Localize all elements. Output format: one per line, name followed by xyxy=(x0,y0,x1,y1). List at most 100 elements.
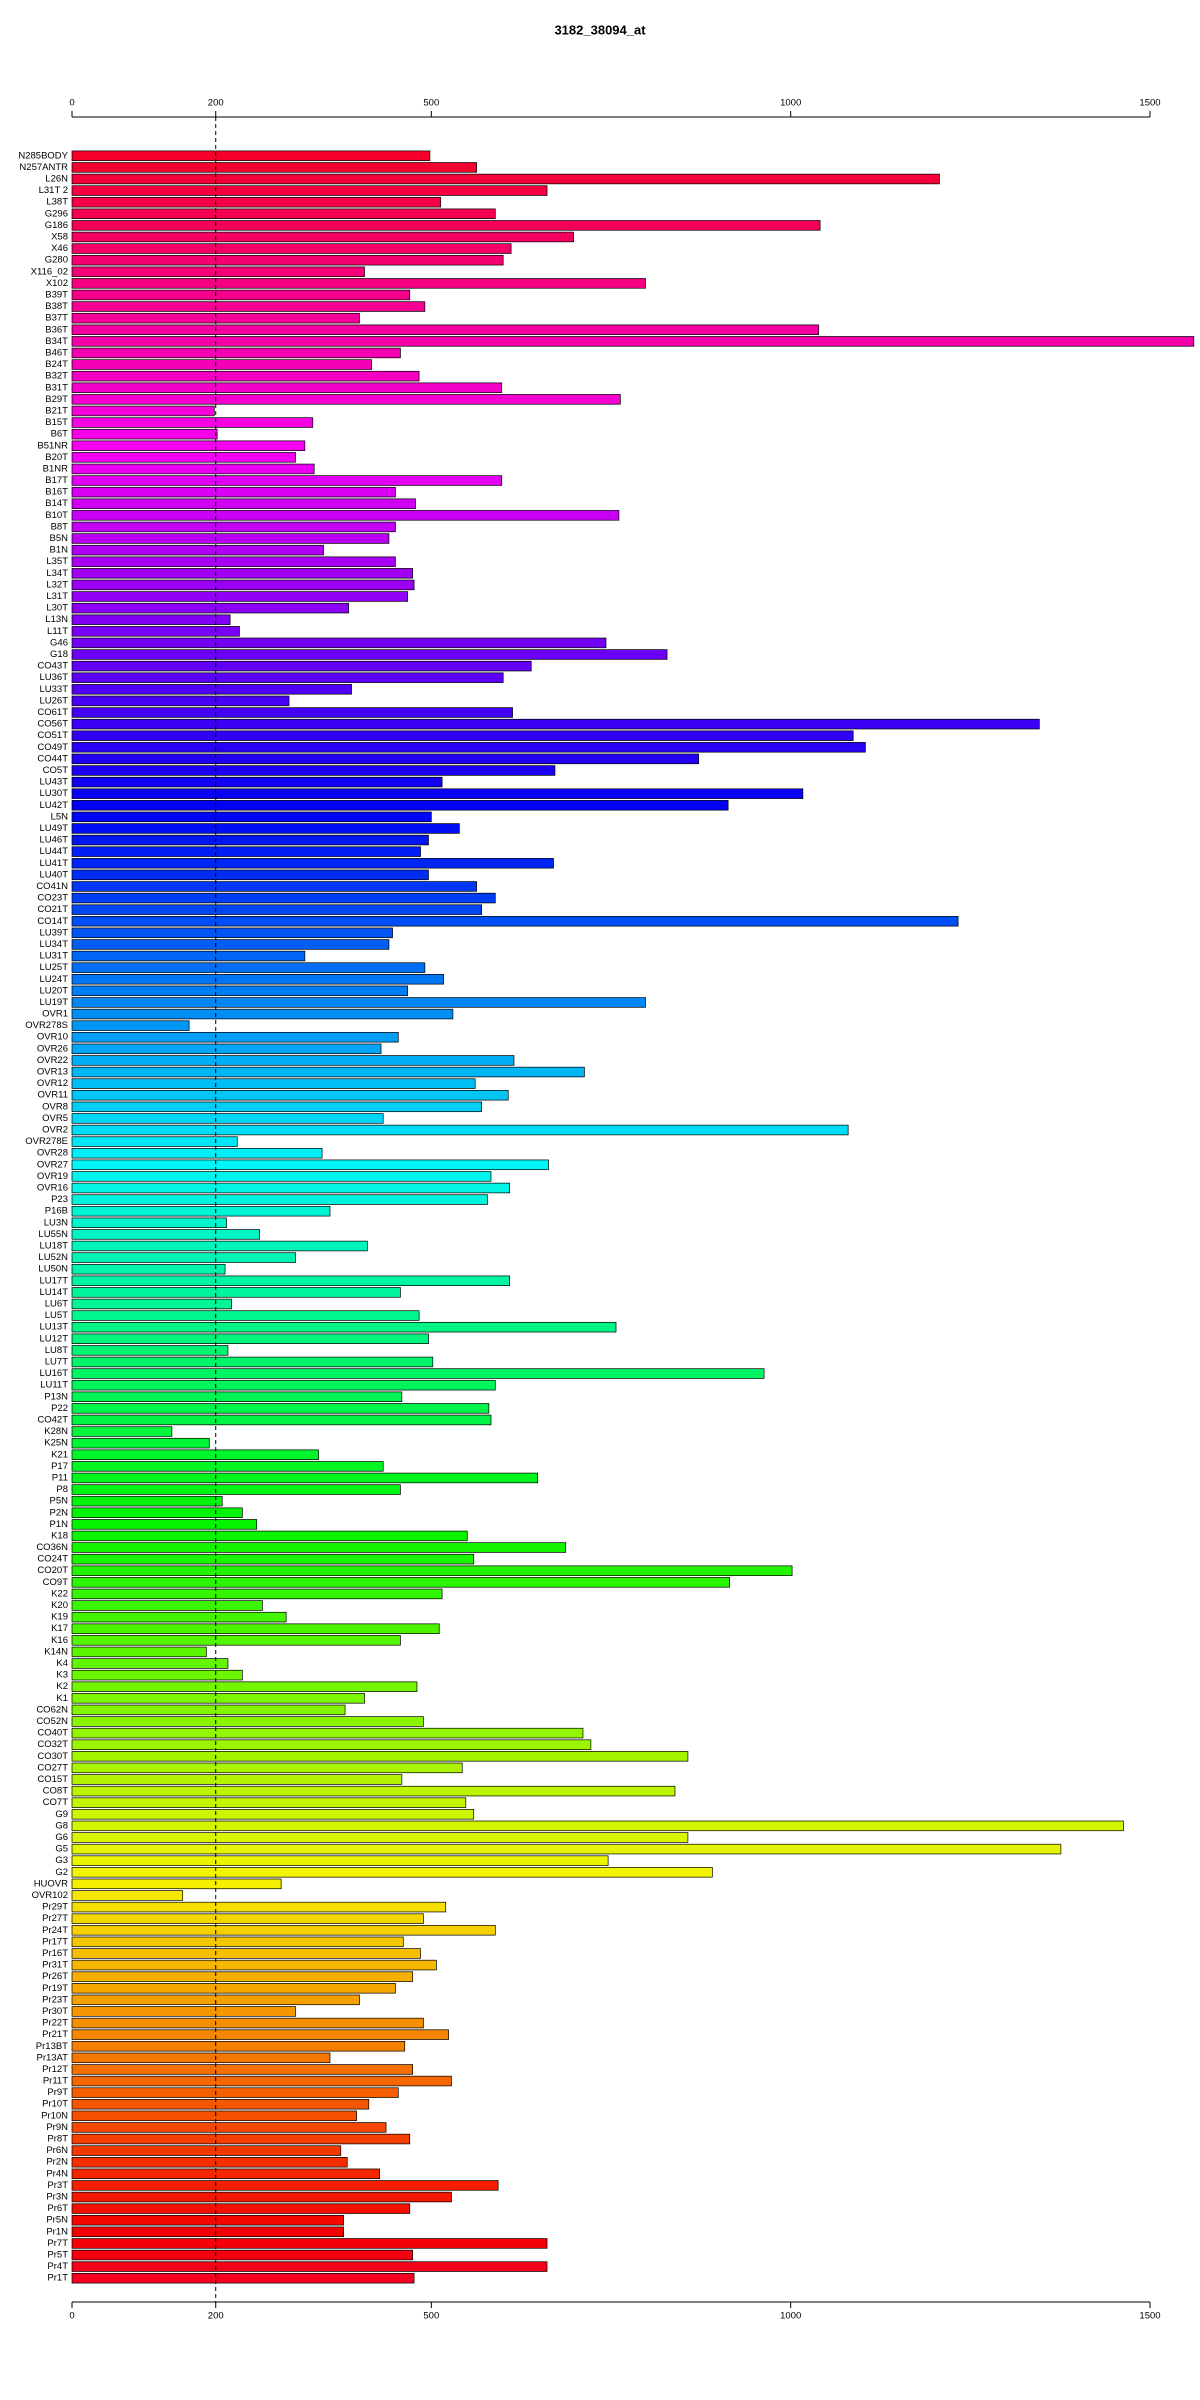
bar xyxy=(71,1785,676,1797)
bar xyxy=(71,2064,413,2075)
y-tick-label: LU34T xyxy=(39,939,68,950)
y-tick-label: CO21T xyxy=(37,904,68,915)
y-tick-label: B10T xyxy=(45,510,68,521)
y-tick-label: L31T xyxy=(46,591,68,602)
bar xyxy=(71,266,365,277)
y-tick-label: OVR278E xyxy=(25,1136,68,1147)
y-tick-label: P2N xyxy=(50,1507,69,1518)
y-tick-label: CO32T xyxy=(37,1739,68,1750)
y-tick-label: Pr9T xyxy=(47,2087,68,2098)
y-tick-label: L34T xyxy=(46,568,68,579)
bar xyxy=(71,1843,1062,1855)
chart-title: 3182_38094_at xyxy=(554,22,646,37)
y-tick-label: CO30T xyxy=(37,1751,68,1762)
bar xyxy=(71,1043,382,1055)
bar xyxy=(71,1240,368,1252)
y-tick-label: LU33T xyxy=(39,684,68,695)
y-tick-label: K17 xyxy=(51,1623,68,1634)
bar xyxy=(71,1681,418,1692)
bar xyxy=(71,1577,730,1588)
bar xyxy=(71,405,215,417)
y-tick-label: CO40T xyxy=(37,1728,68,1739)
bar xyxy=(71,1078,476,1089)
y-tick-label: K20 xyxy=(51,1600,68,1611)
bar xyxy=(71,2122,387,2133)
bar xyxy=(71,695,290,707)
y-tick-label: Pr3T xyxy=(47,2180,68,2191)
bar xyxy=(71,2191,452,2203)
bar xyxy=(71,1403,490,1414)
y-tick-label: Pr26T xyxy=(42,1971,68,1982)
y-tick-label: OVR22 xyxy=(37,1055,68,1066)
y-tick-label: CO9T xyxy=(43,1577,69,1588)
y-tick-label: P1N xyxy=(50,1519,69,1530)
y-tick-label: P17 xyxy=(51,1461,68,1472)
y-tick-label: LU18T xyxy=(39,1241,68,1252)
bar xyxy=(71,1484,401,1495)
y-tick-label: Pr11T xyxy=(43,2076,68,2087)
bar xyxy=(71,1055,515,1066)
y-tick-label: LU13T xyxy=(39,1322,68,1333)
y-tick-label: K14N xyxy=(44,1646,68,1657)
y-tick-label: B29T xyxy=(45,394,68,405)
y-tick-label: OVR5 xyxy=(42,1113,68,1124)
bar xyxy=(71,556,396,567)
y-tick-label: LU25T xyxy=(39,962,68,973)
bar xyxy=(71,1588,443,1600)
y-tick-label: CO51T xyxy=(37,730,68,741)
y-tick-label: B8T xyxy=(51,521,69,532)
bar xyxy=(71,301,426,312)
bar xyxy=(71,2226,345,2238)
bar xyxy=(71,962,426,973)
bar xyxy=(71,1426,173,1437)
y-tick-label: B21T xyxy=(45,405,68,416)
bar xyxy=(71,533,390,544)
y-tick-label: L32T xyxy=(46,579,68,590)
y-tick-label: LU30T xyxy=(39,788,68,799)
bar xyxy=(71,521,396,533)
y-tick-label: LU39T xyxy=(39,927,68,938)
y-tick-label: Pr19T xyxy=(42,1983,68,1994)
y-tick-label: CO23T xyxy=(37,893,68,904)
bar xyxy=(71,1925,496,1936)
y-tick-label: OVR1 xyxy=(42,1009,68,1020)
bar xyxy=(71,1229,260,1240)
bar xyxy=(71,1333,429,1344)
y-tick-label: Pr5T xyxy=(47,2250,68,2261)
bar xyxy=(71,834,429,846)
y-tick-label: LU52N xyxy=(38,1252,68,1263)
y-tick-label: LU24T xyxy=(39,974,68,985)
y-tick-label: OVR2 xyxy=(42,1125,68,1136)
bar xyxy=(71,289,411,301)
y-tick-label: L31T 2 xyxy=(39,185,68,196)
bar xyxy=(71,846,421,857)
y-tick-label: CO15T xyxy=(37,1774,68,1785)
x-tick-label: 200 xyxy=(208,2311,224,2322)
bar xyxy=(71,1182,511,1194)
y-tick-label: L13N xyxy=(45,614,68,625)
y-tick-label: K25N xyxy=(44,1438,68,1449)
bar xyxy=(71,1983,396,1994)
bar xyxy=(71,1890,184,1901)
bar xyxy=(71,1495,223,1507)
bar xyxy=(71,1310,420,1321)
bar xyxy=(71,463,315,475)
bar xyxy=(71,2029,449,2040)
y-tick-label: Pr6N xyxy=(46,2145,68,2156)
y-tick-label: LU44T xyxy=(39,846,68,857)
bar xyxy=(71,173,940,185)
bar xyxy=(71,1693,365,1704)
y-tick-label: B31T xyxy=(45,382,68,393)
y-tick-label: LU41T xyxy=(39,858,68,869)
bar xyxy=(71,185,548,196)
bar xyxy=(71,440,306,451)
bar xyxy=(71,2203,411,2214)
bar xyxy=(71,1936,404,1948)
y-tick-label: OVR27 xyxy=(37,1159,68,1170)
y-tick-label: CO7T xyxy=(43,1797,69,1808)
bar xyxy=(71,1658,229,1669)
bar xyxy=(71,1437,210,1449)
bar xyxy=(71,1646,207,1658)
bar xyxy=(71,2249,413,2261)
